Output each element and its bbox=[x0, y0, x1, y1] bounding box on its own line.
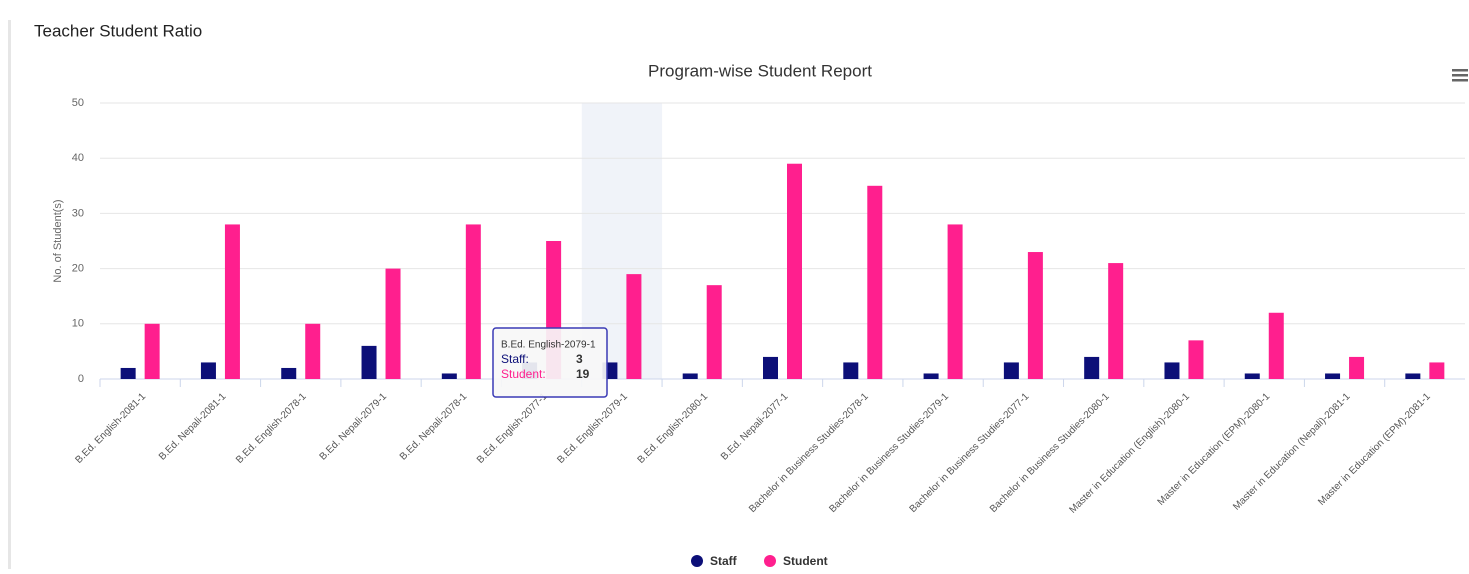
x-tick-label: B.Ed. English-2080-1 bbox=[636, 391, 711, 466]
bar bbox=[1405, 373, 1421, 379]
bar bbox=[1188, 340, 1204, 379]
menu-icon[interactable] bbox=[1452, 69, 1468, 82]
y-tick-label: 20 bbox=[72, 263, 84, 275]
bar bbox=[923, 373, 939, 379]
chart-title: Program-wise Student Report bbox=[648, 61, 872, 80]
bar bbox=[1429, 362, 1445, 379]
y-axis-label: No. of Student(s) bbox=[52, 199, 64, 282]
x-tick-label: B.Ed. Nepali-2078-1 bbox=[398, 391, 470, 463]
y-tick-label: 30 bbox=[72, 207, 84, 219]
bar bbox=[465, 224, 481, 379]
bar bbox=[281, 367, 297, 379]
x-tick-label: B.Ed. English-2081-1 bbox=[74, 391, 149, 466]
bar bbox=[1164, 362, 1180, 379]
bar bbox=[1003, 362, 1019, 379]
tooltip-title: B.Ed. English-2079-1 bbox=[501, 340, 596, 351]
bar bbox=[1108, 263, 1124, 379]
bar bbox=[224, 224, 240, 379]
bar bbox=[763, 356, 778, 379]
bar bbox=[1349, 356, 1365, 379]
bar bbox=[706, 285, 722, 379]
bar bbox=[1268, 312, 1284, 379]
bar bbox=[1084, 356, 1100, 379]
bar bbox=[120, 367, 136, 379]
bar bbox=[626, 274, 642, 379]
x-tick-label: B.Ed. Nepali-2079-1 bbox=[318, 391, 390, 463]
tooltip-label: Student: bbox=[501, 367, 546, 381]
legend-label: Staff bbox=[710, 554, 738, 568]
y-tick-label: 10 bbox=[72, 318, 84, 330]
bar bbox=[843, 362, 859, 379]
bar bbox=[1325, 373, 1341, 379]
x-tick-label: B.Ed. English-2077-1 bbox=[475, 391, 550, 466]
tooltip-label: Staff: bbox=[501, 352, 529, 366]
bar bbox=[441, 373, 457, 379]
bar bbox=[1027, 252, 1043, 379]
bar bbox=[682, 373, 698, 379]
bar bbox=[200, 362, 216, 379]
bar bbox=[385, 268, 401, 379]
x-tick-label: B.Ed. Nepali-2081-1 bbox=[157, 391, 229, 463]
bar bbox=[1244, 373, 1260, 379]
y-tick-label: 40 bbox=[72, 152, 84, 164]
tooltip-value: 3 bbox=[576, 352, 583, 366]
page-title: Teacher Student Ratio bbox=[34, 21, 202, 40]
y-tick-label: 0 bbox=[78, 373, 84, 385]
bar bbox=[947, 224, 963, 379]
tooltip-value: 19 bbox=[576, 367, 590, 381]
bar bbox=[867, 185, 883, 379]
bar bbox=[361, 345, 377, 379]
legend-swatch bbox=[691, 555, 703, 567]
bar bbox=[787, 163, 802, 379]
panel-border bbox=[8, 20, 11, 569]
tooltip-box bbox=[492, 327, 608, 398]
x-tick-label: B.Ed. Nepali-2077-1 bbox=[719, 391, 791, 463]
bar bbox=[305, 323, 321, 379]
x-tick-label: B.Ed. English-2078-1 bbox=[234, 391, 309, 466]
bar bbox=[144, 323, 160, 379]
x-tick-label: B.Ed. English-2079-1 bbox=[555, 391, 630, 466]
legend-label: Student bbox=[783, 554, 828, 568]
y-tick-label: 50 bbox=[72, 97, 84, 109]
legend-swatch bbox=[764, 555, 776, 567]
